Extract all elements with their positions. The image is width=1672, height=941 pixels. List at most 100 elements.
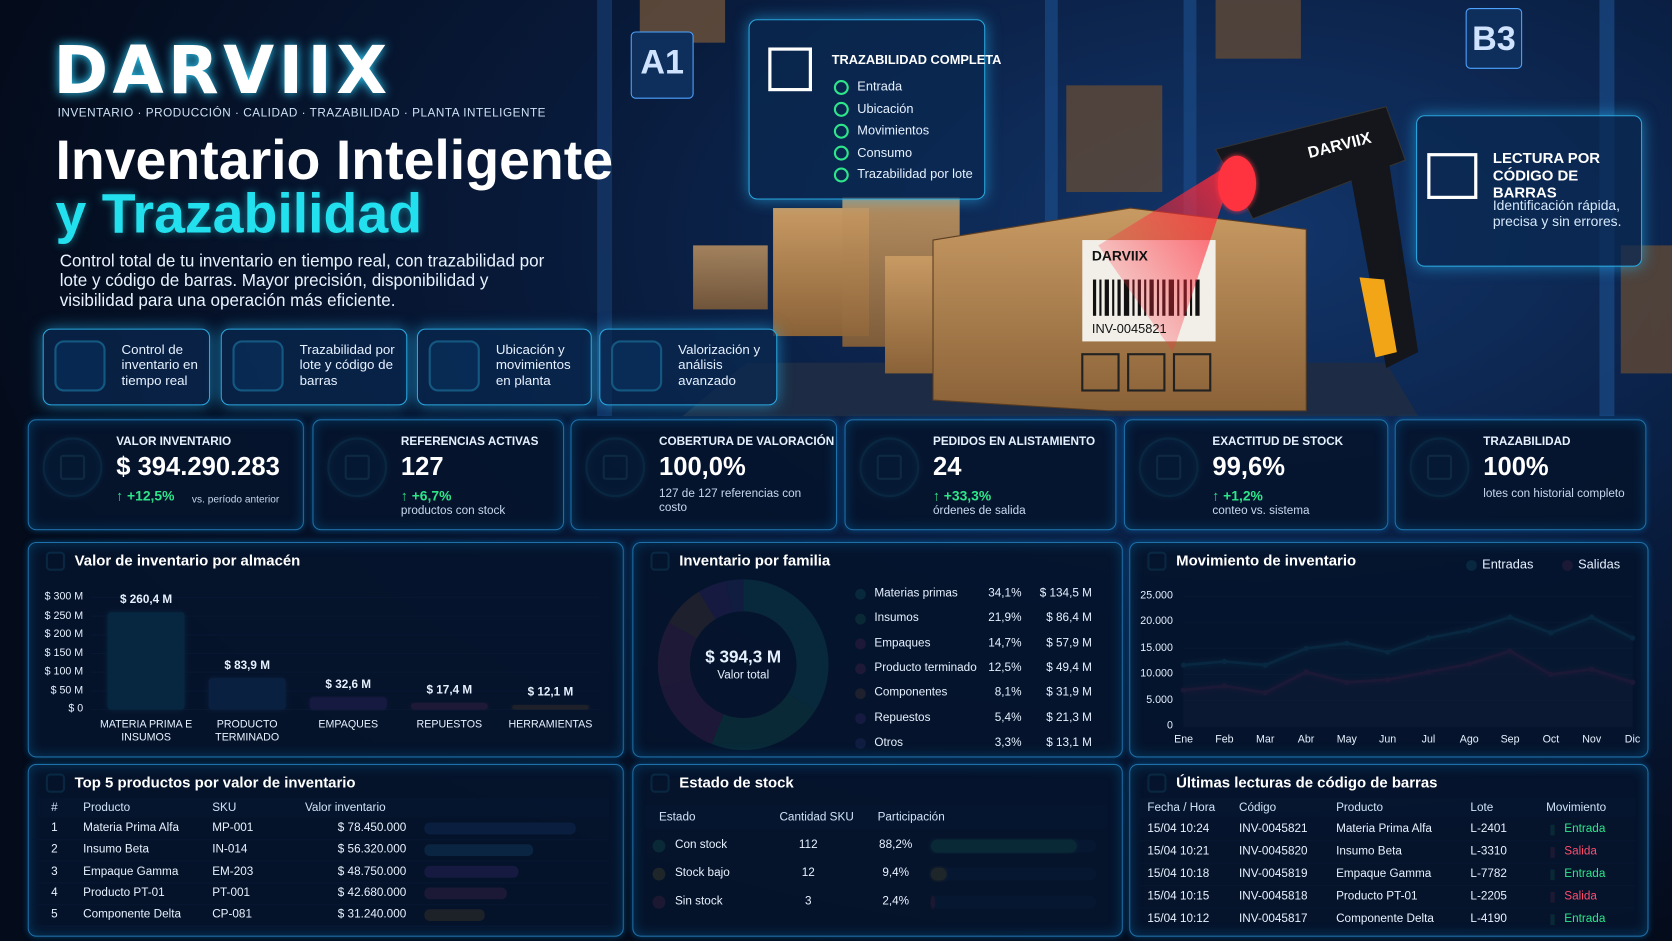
cell: Empaque Gamma bbox=[1336, 867, 1432, 881]
sku: EM-203 bbox=[212, 864, 254, 878]
legend-label: Salidas bbox=[1578, 556, 1621, 572]
percent-label: 12,5% bbox=[988, 661, 1022, 675]
feature-label: Control de inventario en tiempo real bbox=[121, 342, 198, 389]
legend-label: Repuestos bbox=[874, 711, 931, 724]
column-header: # bbox=[51, 801, 58, 815]
brand: DARVIIX bbox=[53, 30, 392, 109]
y-tick-label: $ 250 M bbox=[44, 609, 84, 622]
y-tick-label: 25.000 bbox=[1140, 589, 1173, 602]
product: Producto PT-01 bbox=[83, 886, 165, 900]
cell: 15/04 10:21 bbox=[1147, 844, 1210, 858]
share: 88,2% bbox=[879, 838, 913, 852]
kpi-card bbox=[1394, 419, 1647, 531]
count: 112 bbox=[798, 838, 818, 852]
x-tick-label: Mar bbox=[1256, 734, 1275, 746]
x-tick-label: Ago bbox=[1459, 734, 1479, 746]
kpi-note: órdenes de salida bbox=[933, 504, 1026, 518]
movement: Salida bbox=[1564, 889, 1597, 903]
movement: Entrada bbox=[1564, 822, 1606, 836]
x-tick-label: Jun bbox=[1379, 734, 1397, 746]
feature bbox=[599, 328, 778, 406]
column-header: Fecha / Hora bbox=[1147, 801, 1216, 815]
product: Materia Prima Alfa bbox=[83, 821, 180, 835]
cell: 15/04 10:15 bbox=[1147, 889, 1210, 903]
rank: 3 bbox=[51, 864, 58, 878]
x-tick-label: Sep bbox=[1500, 734, 1520, 746]
kpi-value: 24 bbox=[933, 452, 962, 482]
rank: 2 bbox=[51, 843, 58, 856]
cell: L-2401 bbox=[1470, 822, 1507, 836]
sign-label: A1 bbox=[640, 42, 684, 82]
amount-label: $ 13,1 M bbox=[1046, 735, 1092, 749]
x-tick-label: PRODUCTO TERMINADO bbox=[215, 719, 280, 744]
panel bbox=[632, 763, 1123, 937]
sku: IN-014 bbox=[212, 843, 248, 856]
percent-label: 3,3% bbox=[994, 735, 1022, 749]
column-header: Lote bbox=[1470, 801, 1494, 815]
kpi-card bbox=[1123, 419, 1389, 531]
kpi-card bbox=[27, 419, 304, 531]
column-header: Estado bbox=[658, 810, 696, 824]
legend-label: Producto terminado bbox=[874, 661, 977, 675]
cell: 15/04 10:18 bbox=[1147, 867, 1210, 881]
amount-label: $ 21,3 M bbox=[1046, 711, 1092, 724]
legend-label: Componentes bbox=[874, 686, 948, 700]
box-brand: DARVIIX bbox=[1091, 247, 1148, 264]
cell: 15/04 10:12 bbox=[1147, 912, 1210, 926]
amount-label: $ 57,9 M bbox=[1046, 636, 1092, 650]
x-tick-label: REPUESTOS bbox=[416, 719, 483, 731]
tagline: INVENTARIO · PRODUCCIÓN · CALIDAD · TRAZ… bbox=[57, 106, 547, 120]
x-tick-label: Jul bbox=[1421, 734, 1436, 746]
legend-label: Empaques bbox=[874, 636, 931, 650]
column-header: Valor inventario bbox=[304, 801, 386, 815]
cell: L-4190 bbox=[1470, 912, 1507, 926]
rank: 5 bbox=[51, 908, 58, 921]
amount-label: $ 86,4 M bbox=[1046, 611, 1092, 625]
x-tick-label: Ene bbox=[1174, 734, 1194, 746]
percent-label: 21,9% bbox=[988, 611, 1022, 625]
value: $ 78.450.000 bbox=[337, 821, 407, 835]
cell: Producto PT-01 bbox=[1336, 889, 1418, 903]
column-header: SKU bbox=[212, 801, 237, 815]
cell: Insumo Beta bbox=[1336, 844, 1402, 858]
sign bbox=[1465, 8, 1523, 69]
trace-item: Consumo bbox=[857, 144, 913, 160]
card-title: LECTURA POR CÓDIGO DE BARRAS bbox=[1492, 149, 1601, 201]
feature bbox=[416, 328, 592, 406]
x-tick-label: Feb bbox=[1215, 734, 1234, 746]
state: Stock bajo bbox=[674, 866, 730, 880]
trace-item: Entrada bbox=[857, 78, 903, 94]
sign-label: B3 bbox=[1472, 19, 1516, 58]
value-label: $ 12,1 M bbox=[527, 685, 574, 699]
feature bbox=[42, 328, 211, 406]
kpi-label: EXACTITUD DE STOCK bbox=[1212, 435, 1344, 449]
percent-label: 14,7% bbox=[988, 636, 1022, 650]
kpi-label: TRAZABILIDAD bbox=[1483, 435, 1571, 449]
value-label: $ 32,6 M bbox=[325, 678, 372, 691]
trace-item: Trazabilidad por lote bbox=[857, 166, 973, 182]
column-header: Producto bbox=[1336, 801, 1384, 815]
state: Sin stock bbox=[674, 894, 723, 908]
kpi-value: 100% bbox=[1483, 452, 1549, 482]
panel-title: Últimas lecturas de código de barras bbox=[1176, 773, 1438, 791]
kpi-delta: ↑ +6,7% bbox=[400, 487, 452, 504]
kpi-delta: ↑ +1,2% bbox=[1212, 487, 1263, 504]
cell: INV-0045821 bbox=[1239, 822, 1308, 836]
panel-title: Inventario por familia bbox=[679, 551, 831, 569]
cell: INV-0045819 bbox=[1239, 867, 1308, 881]
kpi-note: productos con stock bbox=[400, 504, 506, 518]
kpi-value: 127 bbox=[400, 452, 444, 482]
kpi-card bbox=[844, 419, 1117, 531]
panel bbox=[1129, 763, 1649, 937]
title: y Trazabilidad bbox=[55, 183, 423, 246]
center-label: Valor total bbox=[717, 668, 770, 682]
column-header: Movimiento bbox=[1546, 801, 1607, 815]
column-header: Participación bbox=[877, 810, 945, 824]
sku: MP-001 bbox=[212, 821, 254, 835]
value: $ 42.680.000 bbox=[337, 886, 407, 900]
x-tick-label: HERRAMIENTAS bbox=[508, 719, 593, 731]
kpi-note: 127 de 127 referencias con costo bbox=[658, 487, 802, 514]
legend-label: Insumos bbox=[874, 611, 919, 625]
kpi-value: 100,0% bbox=[658, 452, 746, 482]
y-tick-label: 5.000 bbox=[1146, 694, 1173, 706]
